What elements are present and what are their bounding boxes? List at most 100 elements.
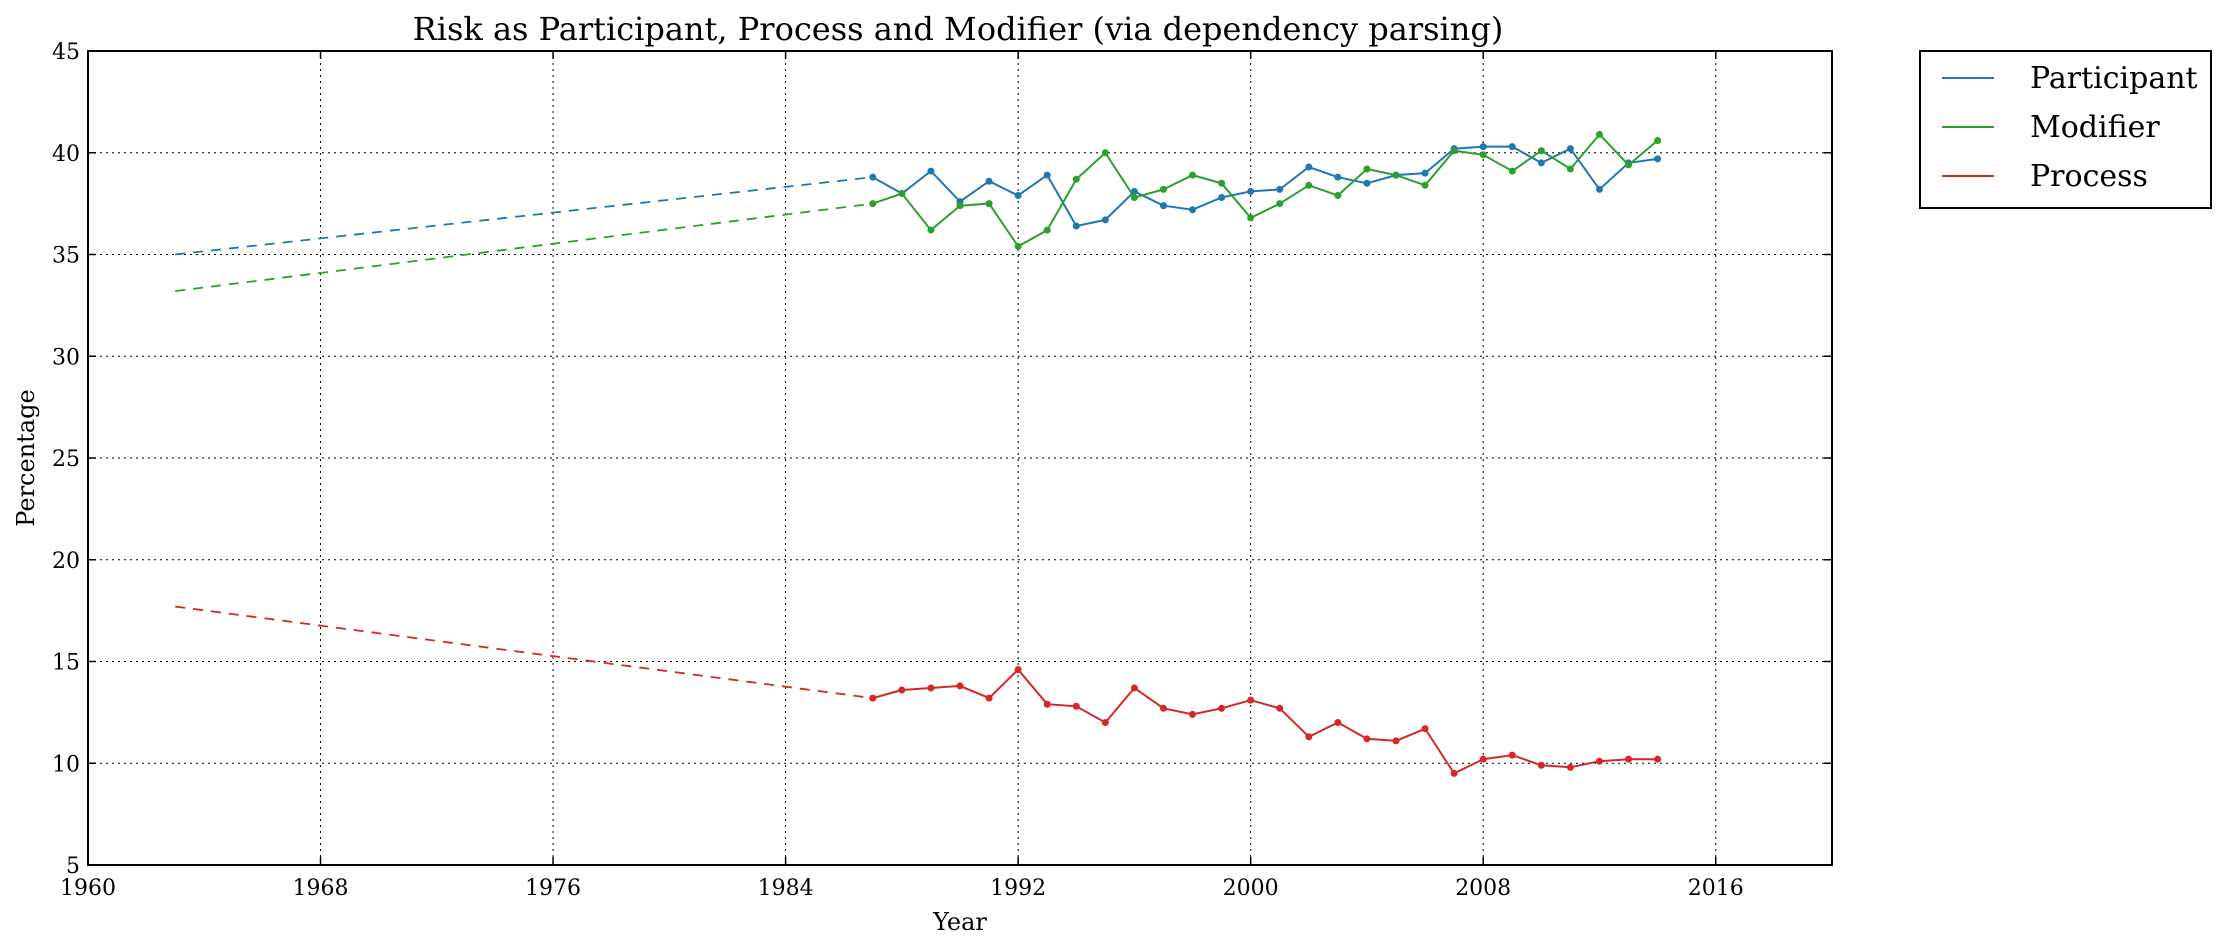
modifier-data-point	[1450, 147, 1458, 155]
y-tick-label: 20	[52, 549, 80, 574]
y-tick-label: 45	[52, 40, 80, 65]
participant-data-point	[1159, 202, 1167, 210]
process-data-point	[1508, 751, 1516, 759]
participant-trend-line	[175, 176, 873, 256]
y-tick-label: 30	[52, 345, 80, 370]
modifier-data-point	[869, 200, 877, 208]
process-data-point	[1101, 719, 1109, 727]
modifier-data-point	[1363, 165, 1371, 173]
participant-data-point	[1334, 173, 1342, 181]
process-data-point	[1043, 700, 1051, 708]
participant-data-point	[1189, 206, 1197, 214]
x-axis-title: Year	[932, 908, 987, 936]
process-series-line	[872, 668, 1658, 775]
process-data-point	[1247, 696, 1255, 704]
x-tick-label: 1960	[60, 876, 116, 901]
y-tick-label: 15	[52, 651, 80, 676]
participant-data-point	[985, 177, 993, 185]
process-data-point	[1014, 666, 1022, 674]
participant-data-point	[1363, 179, 1371, 187]
process-data-point	[985, 694, 993, 702]
modifier-data-point	[1130, 194, 1138, 202]
participant-data-point	[1537, 159, 1545, 167]
participant-data-point	[1043, 171, 1051, 179]
y-axis-title: Percentage	[12, 389, 40, 526]
modifier-trend-line	[175, 202, 873, 293]
modifier-data-point	[1625, 161, 1633, 169]
modifier-data-point	[898, 189, 906, 197]
process-data-point	[1625, 755, 1633, 763]
legend-label-participant: Participant	[2030, 61, 2198, 96]
modifier-data-point	[1421, 181, 1429, 189]
x-tick-label: 1984	[758, 876, 814, 901]
modifier-data-point	[1247, 214, 1255, 222]
participant-data-point	[1508, 143, 1516, 151]
process-data-point	[927, 684, 935, 692]
modifier-data-point	[1218, 179, 1226, 187]
participant-data-point	[1072, 222, 1080, 230]
series-lines	[869, 130, 1662, 777]
process-data-point	[956, 682, 964, 690]
legend-label-modifier: Modifier	[2030, 110, 2160, 145]
y-tick-labels: 5 10 15 20 25 30 35 40 45	[52, 40, 80, 879]
modifier-data-point	[1276, 200, 1284, 208]
process-data-point	[1159, 704, 1167, 712]
process-data-point	[869, 694, 877, 702]
process-trend-line	[175, 605, 873, 700]
modifier-data-point	[1392, 171, 1400, 179]
process-data-point	[1392, 737, 1400, 745]
participant-data-point	[1305, 163, 1313, 171]
process-data-point	[1130, 684, 1138, 692]
modifier-data-point	[1159, 185, 1167, 193]
participant-data-point	[869, 173, 877, 181]
grid-lines	[88, 51, 1832, 865]
modifier-data-point	[985, 200, 993, 208]
process-data-point	[1595, 757, 1603, 765]
process-data-point	[1305, 733, 1313, 741]
modifier-data-point	[1072, 175, 1080, 183]
modifier-data-point	[956, 202, 964, 210]
process-data-point	[898, 686, 906, 694]
process-data-point	[1363, 735, 1371, 743]
modifier-data-point	[1566, 165, 1574, 173]
process-data-point	[1189, 710, 1197, 718]
participant-data-point	[1595, 185, 1603, 193]
legend: Participant Modifier Process	[1919, 50, 2212, 209]
participant-data-point	[1276, 185, 1284, 193]
participant-data-point	[1218, 194, 1226, 202]
process-data-point	[1654, 755, 1662, 763]
modifier-data-point	[1595, 130, 1603, 138]
modifier-data-point	[1334, 191, 1342, 199]
modifier-data-point	[1014, 242, 1022, 250]
participant-data-point	[1014, 191, 1022, 199]
x-tick-labels: 1960 1968 1976 1984 1992 2000 2008 2016	[60, 876, 1744, 901]
y-tick-label: 5	[66, 854, 80, 879]
process-data-point	[1421, 725, 1429, 733]
participant-data-point	[1654, 155, 1662, 163]
participant-data-point	[1247, 187, 1255, 195]
modifier-data-point	[1479, 151, 1487, 159]
process-data-point	[1276, 704, 1284, 712]
modifier-data-point	[1537, 147, 1545, 155]
modifier-data-point	[1043, 226, 1051, 234]
participant-data-point	[1566, 145, 1574, 153]
modifier-data-point	[1654, 137, 1662, 145]
trend-lines	[175, 176, 873, 700]
process-data-point	[1072, 702, 1080, 710]
modifier-data-point	[1101, 149, 1109, 157]
participant-data-point	[1101, 216, 1109, 224]
chart-title: Risk as Participant, Process and Modifie…	[413, 10, 1504, 48]
legend-label-process: Process	[2030, 159, 2148, 194]
modifier-data-point	[1508, 167, 1516, 175]
x-tick-label: 1992	[990, 876, 1046, 901]
process-data-point	[1566, 763, 1574, 771]
x-tick-label: 2016	[1688, 876, 1744, 901]
x-tick-label: 2000	[1223, 876, 1279, 901]
modifier-series-line	[872, 132, 1659, 248]
participant-data-point	[1421, 169, 1429, 177]
modifier-data-point	[1305, 181, 1313, 189]
process-data-point	[1450, 769, 1458, 777]
x-tick-label: 1976	[525, 876, 581, 901]
y-tick-label: 25	[52, 447, 80, 472]
process-data-point	[1537, 761, 1545, 769]
